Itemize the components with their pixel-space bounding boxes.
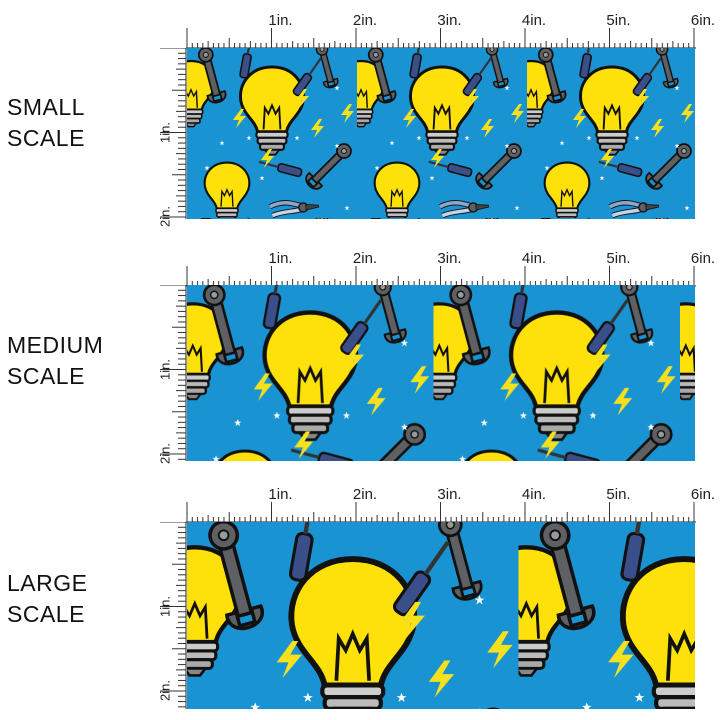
ruler-inch-label: 2in. <box>157 206 173 227</box>
ruler-inch-label: 5in. <box>606 12 631 29</box>
scale-label: LARGE SCALE <box>7 568 87 630</box>
ruler-inch-label: 1in. <box>157 358 173 380</box>
scale-label-line2: SCALE <box>7 125 85 151</box>
ruler-inch-label: 6in. <box>690 250 716 267</box>
ruler-inch-label: 2in. <box>352 12 378 29</box>
top-ruler: 1in. 2in. 3in. 4in. 5in. 6in. <box>186 250 715 287</box>
ruler-inch-label: 6in. <box>690 486 716 503</box>
scale-label: SMALL SCALE <box>7 92 85 154</box>
ruler-inch-label: 2in. <box>352 250 378 267</box>
ruler-inch-label: 3in. <box>437 250 462 267</box>
ruler-inch-label: 5in. <box>606 250 631 267</box>
fabric-print <box>187 285 695 461</box>
fabric-swatch <box>187 522 695 709</box>
fabric-print <box>187 522 695 709</box>
ruler-inch-label: 1in. <box>157 121 173 143</box>
side-ruler: 1in. 2in. <box>150 285 187 464</box>
scale-label-line1: SMALL <box>7 94 85 120</box>
ruler-inch-label: 2in. <box>157 680 173 701</box>
ruler-inch-label: 2in. <box>157 443 173 464</box>
scale-label-line1: LARGE <box>7 570 88 596</box>
ruler-inch-label: 1in. <box>157 595 173 617</box>
ruler-inch-label: 1in. <box>268 12 293 29</box>
scale-label-line1: MEDIUM <box>7 332 104 358</box>
ruler-inch-label: 1in. <box>268 250 293 267</box>
top-ruler: 1in. 2in. 3in. 4in. 5in. 6in. <box>186 486 715 523</box>
ruler-inch-label: 6in. <box>690 12 716 29</box>
ruler-inch-label: 4in. <box>521 12 547 29</box>
side-ruler: 1in. 2in. <box>150 48 187 227</box>
ruler-inch-label: 1in. <box>268 486 293 503</box>
fabric-print <box>187 48 695 219</box>
ruler-inch-label: 4in. <box>521 486 547 503</box>
ruler-inch-label: 2in. <box>352 486 378 503</box>
ruler-inch-label: 3in. <box>437 486 462 503</box>
scale-label: MEDIUM SCALE <box>7 330 103 392</box>
ruler-inch-label: 5in. <box>606 486 631 503</box>
ruler-inch-label: 3in. <box>437 12 462 29</box>
ruler-inch-label: 4in. <box>521 250 547 267</box>
top-ruler: 1in. 2in. 3in. 4in. 5in. 6in. <box>186 12 715 49</box>
fabric-swatch <box>187 48 695 219</box>
side-ruler: 1in. 2in. <box>150 522 187 709</box>
scale-label-line2: SCALE <box>7 363 85 389</box>
scale-label-line2: SCALE <box>7 601 85 627</box>
fabric-swatch <box>187 285 695 461</box>
